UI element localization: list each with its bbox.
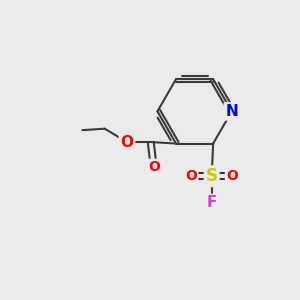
Text: S: S	[206, 167, 218, 185]
Text: O: O	[121, 135, 134, 150]
Text: O: O	[185, 169, 197, 183]
Text: O: O	[226, 169, 238, 183]
Text: F: F	[206, 196, 217, 211]
Text: N: N	[225, 104, 238, 119]
Text: O: O	[148, 160, 160, 174]
